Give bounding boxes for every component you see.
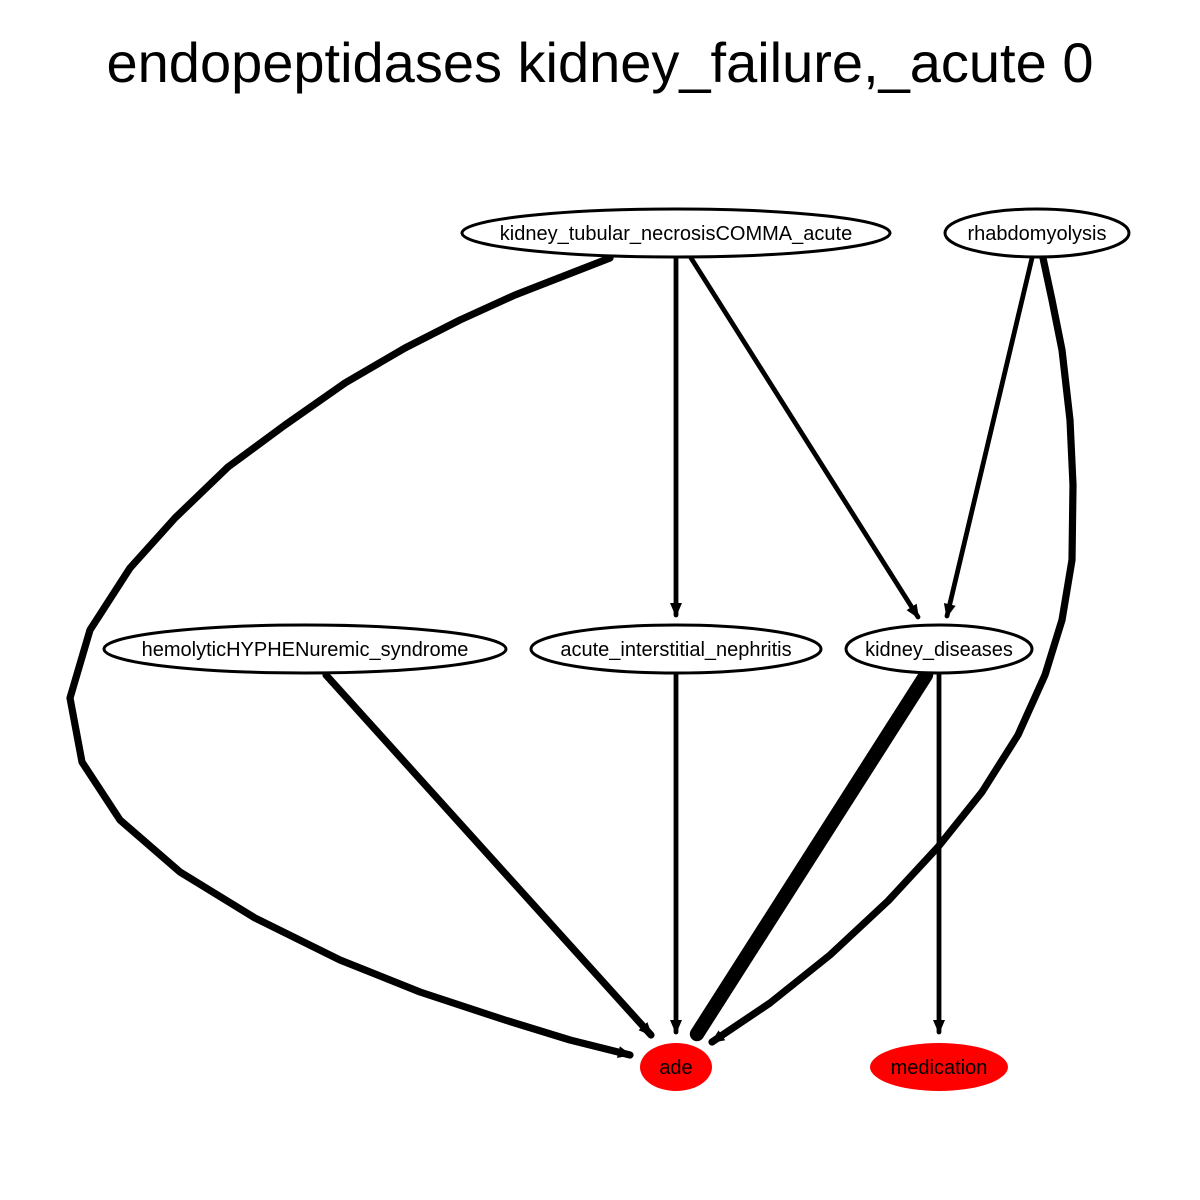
node-acute_interstitial_nephritis: acute_interstitial_nephritis bbox=[529, 623, 823, 675]
node-shape-rhabdomyolysis bbox=[943, 207, 1131, 259]
node-hemolyticHYPHENuremic_syndrome: hemolyticHYPHENuremic_syndrome bbox=[102, 623, 508, 675]
edge-rhabdomyolysis-to-ade bbox=[708, 254, 1077, 1046]
node-rhabdomyolysis: rhabdomyolysis bbox=[943, 207, 1131, 259]
node-label-kidney_diseases: kidney_diseases bbox=[865, 639, 1013, 661]
edge-hemolyticHYPHENuremic_syndrome-to-ade bbox=[322, 671, 655, 1039]
node-shape-acute_interstitial_nephritis bbox=[529, 623, 823, 675]
node-shape-ade bbox=[640, 1043, 712, 1091]
node-kidney_tubular_necrosisCOMMA_acute: kidney_tubular_necrosisCOMMA_acute bbox=[460, 207, 892, 259]
edge-rhabdomyolysis-to-kidney_diseases bbox=[943, 255, 1035, 619]
nodes: kidney_tubular_necrosisCOMMA_acute rhabdo… bbox=[102, 207, 1131, 1091]
node-medication: medication bbox=[870, 1043, 1008, 1091]
node-shape-hemolyticHYPHENuremic_syndrome bbox=[102, 623, 508, 675]
node-shape-medication bbox=[870, 1043, 1008, 1091]
node-ade: ade bbox=[640, 1043, 712, 1091]
edge-kidney_diseases-to-ade bbox=[689, 667, 934, 1042]
node-kidney_diseases: kidney_diseases bbox=[844, 623, 1034, 675]
node-label-medication: medication bbox=[891, 1057, 988, 1079]
edge-kidney_tubular_necrosisCOMMA_acute-to-ade bbox=[66, 254, 634, 1059]
node-shape-kidney_tubular_necrosisCOMMA_acute bbox=[460, 207, 892, 259]
diagram-title: endopeptidases kidney_failure,_acute 0 bbox=[107, 31, 1094, 94]
node-label-rhabdomyolysis: rhabdomyolysis bbox=[968, 223, 1107, 245]
node-label-hemolyticHYPHENuremic_syndrome: hemolyticHYPHENuremic_syndrome bbox=[142, 639, 469, 661]
node-label-kidney_tubular_necrosisCOMMA_acute: kidney_tubular_necrosisCOMMA_acute bbox=[500, 223, 852, 245]
node-label-acute_interstitial_nephritis: acute_interstitial_nephritis bbox=[560, 639, 791, 661]
node-shape-kidney_diseases bbox=[844, 623, 1034, 675]
node-label-ade: ade bbox=[659, 1057, 692, 1079]
edges bbox=[66, 254, 1077, 1059]
edge-kidney_tubular_necrosisCOMMA_acute-to-kidney_diseases bbox=[688, 255, 921, 620]
